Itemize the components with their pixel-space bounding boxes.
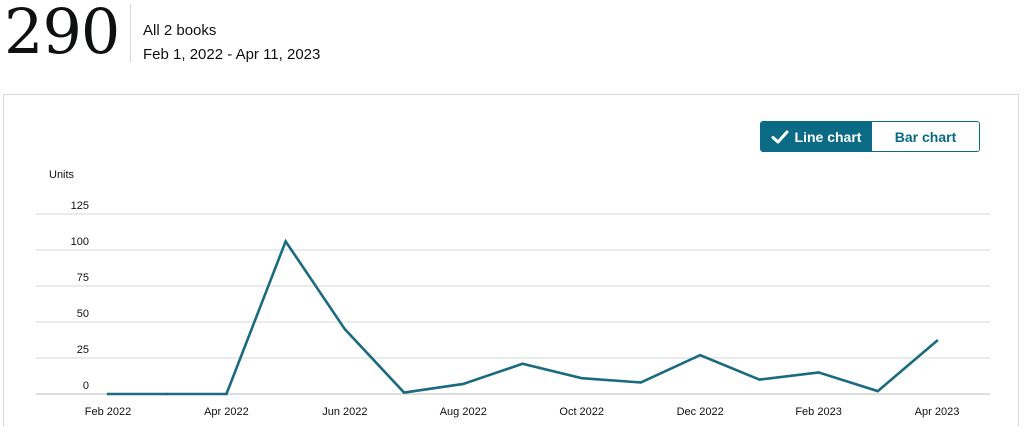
y-tick-label-0: 0	[83, 380, 89, 392]
data-point-may-2022	[284, 240, 287, 243]
y-tick-label-75: 75	[77, 272, 89, 284]
x-tick-label-apr-2022: Apr 2022	[204, 406, 249, 418]
data-point-jul-2022	[402, 391, 406, 394]
series-line-0	[106, 238, 939, 396]
chart-type-toggle: Line chart Bar chart	[760, 121, 980, 152]
data-point-dec-2022	[698, 353, 702, 357]
x-tick-label-dec-2022: Dec 2022	[677, 406, 724, 418]
data-point-mar-2023	[876, 389, 879, 393]
line-chart-label: Line chart	[794, 128, 862, 145]
data-point-apr-2023	[935, 339, 939, 342]
bar-chart-label: Bar chart	[894, 128, 957, 145]
x-tick-label-apr-2023: Apr 2023	[915, 406, 960, 418]
sales-summary: 290 All 2 books Feb 1, 2022 - Apr 11, 20…	[0, 0, 1024, 70]
x-tick-label-aug-2022: Aug 2022	[440, 406, 487, 418]
checkmark-icon	[771, 130, 789, 143]
x-tick-label-feb-2022: Feb 2022	[85, 406, 131, 418]
data-point-jan-2023	[758, 378, 761, 381]
data-point-apr-2022	[225, 392, 228, 396]
bar-chart-button[interactable]: Bar chart	[871, 122, 979, 151]
data-point-jun-2022	[343, 328, 347, 331]
data-point-oct-2022	[580, 376, 583, 380]
line-chart-button[interactable]: Line chart	[761, 122, 871, 151]
data-point-feb-2023	[817, 371, 820, 374]
total-units-value: 290	[4, 0, 120, 68]
data-point-aug-2022	[462, 382, 465, 386]
x-tick-label-oct-2022: Oct 2022	[559, 406, 604, 418]
data-point-sep-2022	[521, 362, 524, 365]
chart-panel: Units 0 25 50 75 100 125 Feb 2022 Apr 2022 Jun 20…	[3, 94, 1019, 426]
book-scope-label: All 2 books	[143, 22, 217, 39]
data-point-mar-2022	[166, 392, 169, 396]
data-point-nov-2022	[639, 381, 643, 384]
units-line-chart: Units 0 25 50 75 100 125 Feb 2022 Apr 2022 Jun 20…	[36, 169, 990, 418]
x-tick-label-feb-2023: Feb 2023	[795, 406, 841, 418]
y-tick-label-100: 100	[71, 236, 89, 248]
y-tick-label-25: 25	[77, 344, 89, 356]
data-point-feb-2022	[106, 392, 110, 396]
summary-divider	[130, 4, 131, 62]
date-range-label: Feb 1, 2022 - Apr 11, 2023	[143, 46, 321, 63]
y-tick-label-125: 125	[71, 200, 89, 212]
x-tick-label-jun-2022: Jun 2022	[322, 406, 367, 418]
y-axis-label: Units	[49, 169, 75, 181]
y-tick-label-50: 50	[77, 308, 89, 320]
